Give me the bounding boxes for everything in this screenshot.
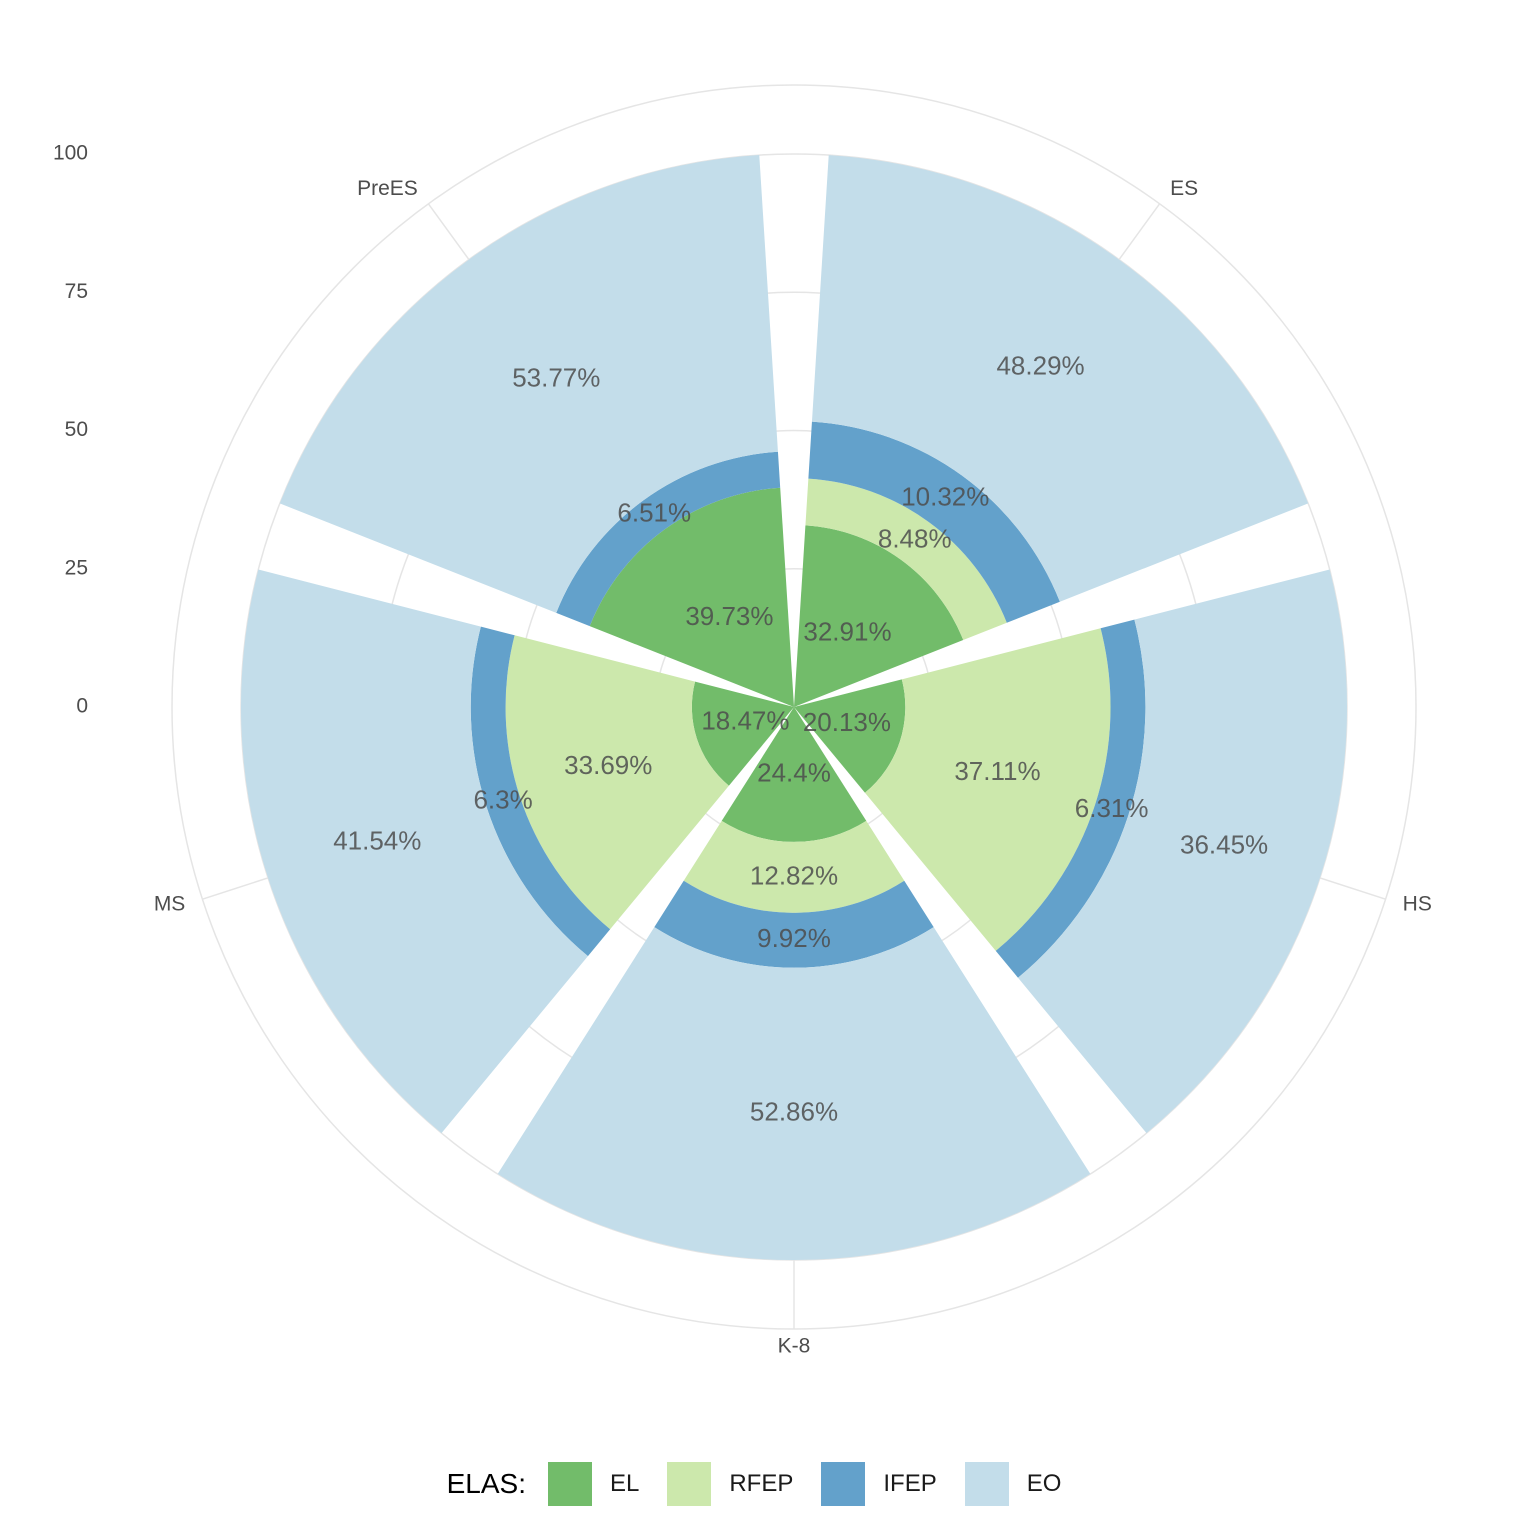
legend-label-rfep: RFEP xyxy=(729,1470,794,1497)
legend-swatch-el xyxy=(547,1462,592,1506)
bar-hs-eo xyxy=(1018,569,1347,1134)
value-label-hs-ifep: 6.31% xyxy=(1075,793,1149,823)
value-label-ms-ifep: 6.3% xyxy=(473,784,532,814)
bars xyxy=(240,155,1347,1260)
category-label-ms: MS xyxy=(154,892,186,915)
bar-hs-el xyxy=(794,679,906,793)
category-label-hs: HS xyxy=(1403,892,1432,915)
value-label-k-8-eo: 52.86% xyxy=(750,1097,838,1127)
radial-tick-labels: 0 25 50 75 100 xyxy=(53,142,88,718)
bar-prees-ifep xyxy=(556,451,781,627)
value-label-es-ifep: 10.32% xyxy=(901,482,989,512)
bar-hs-ifep xyxy=(995,619,1146,978)
bar-ms-ifep xyxy=(470,626,611,957)
bar-es-rfep xyxy=(805,478,1007,641)
radial-tick-0: 0 xyxy=(76,695,88,718)
legend-label-eo: EO xyxy=(1026,1470,1062,1497)
bar-prees-el xyxy=(589,487,794,707)
value-label-prees-eo: 53.77% xyxy=(512,363,600,393)
bar-es-eo xyxy=(811,155,1309,602)
bar-k-8-rfep xyxy=(683,820,905,913)
value-label-hs-eo: 36.45% xyxy=(1180,830,1268,860)
value-label-hs-rfep: 37.11% xyxy=(954,756,1040,786)
radial-tick-25: 25 xyxy=(65,556,88,579)
radial-tick-50: 50 xyxy=(65,418,88,441)
radial-tick-75: 75 xyxy=(65,280,88,303)
bar-es-el xyxy=(794,525,964,707)
bar-k-8-eo xyxy=(497,927,1091,1260)
category-label-prees: PreES xyxy=(357,177,418,200)
bar-hs-rfep xyxy=(864,628,1111,951)
value-label-k-8-rfep: 12.82% xyxy=(750,860,838,890)
legend: ELAS: EL RFEP IFEP EO xyxy=(0,1462,1536,1506)
value-label-es-rfep: 8.48% xyxy=(878,524,952,554)
legend-item-eo: EO xyxy=(964,1462,1070,1506)
legend-item-el: EL xyxy=(547,1462,647,1506)
category-label-es: ES xyxy=(1170,177,1198,200)
value-label-prees-ifep: 6.51% xyxy=(617,498,691,528)
bar-ms-eo xyxy=(240,569,588,1134)
radial-tick-100: 100 xyxy=(53,142,88,165)
bar-k-8-ifep xyxy=(654,880,934,968)
value-label-es-el: 32.91% xyxy=(803,616,891,646)
bar-prees-eo xyxy=(279,155,778,613)
value-labels: 32.91% 8.48% 10.32% 48.29% 20.13% 37.11% 6.31%… xyxy=(333,351,1268,1127)
value-label-hs-el: 20.13% xyxy=(803,707,891,737)
value-label-k-8-el: 24.4% xyxy=(757,757,831,787)
value-label-prees-el: 39.73% xyxy=(685,601,773,631)
bar-k-8-el xyxy=(721,707,867,842)
bar-ms-rfep xyxy=(505,635,729,930)
value-label-ms-el: 18.47% xyxy=(701,706,789,736)
legend-title: ELAS: xyxy=(446,1468,526,1499)
value-label-es-eo: 48.29% xyxy=(996,351,1084,381)
legend-swatch-eo xyxy=(964,1462,1009,1506)
category-labels: ES HS K-8 MS PreES xyxy=(154,177,1432,1358)
legend-swatch-rfep xyxy=(667,1462,712,1506)
legend-swatch-ifep xyxy=(821,1462,866,1506)
legend-label-el: EL xyxy=(609,1470,640,1497)
legend-item-ifep: IFEP xyxy=(821,1462,944,1506)
value-label-ms-rfep: 33.69% xyxy=(564,750,652,780)
category-label-k-8: K-8 xyxy=(778,1335,811,1358)
value-label-ms-eo: 41.54% xyxy=(333,825,421,855)
value-label-k-8-ifep: 9.92% xyxy=(757,923,831,953)
legend-label-ifep: IFEP xyxy=(883,1470,937,1497)
legend-item-rfep: RFEP xyxy=(667,1462,801,1506)
bar-es-ifep xyxy=(808,421,1060,623)
bar-ms-el xyxy=(691,681,794,786)
